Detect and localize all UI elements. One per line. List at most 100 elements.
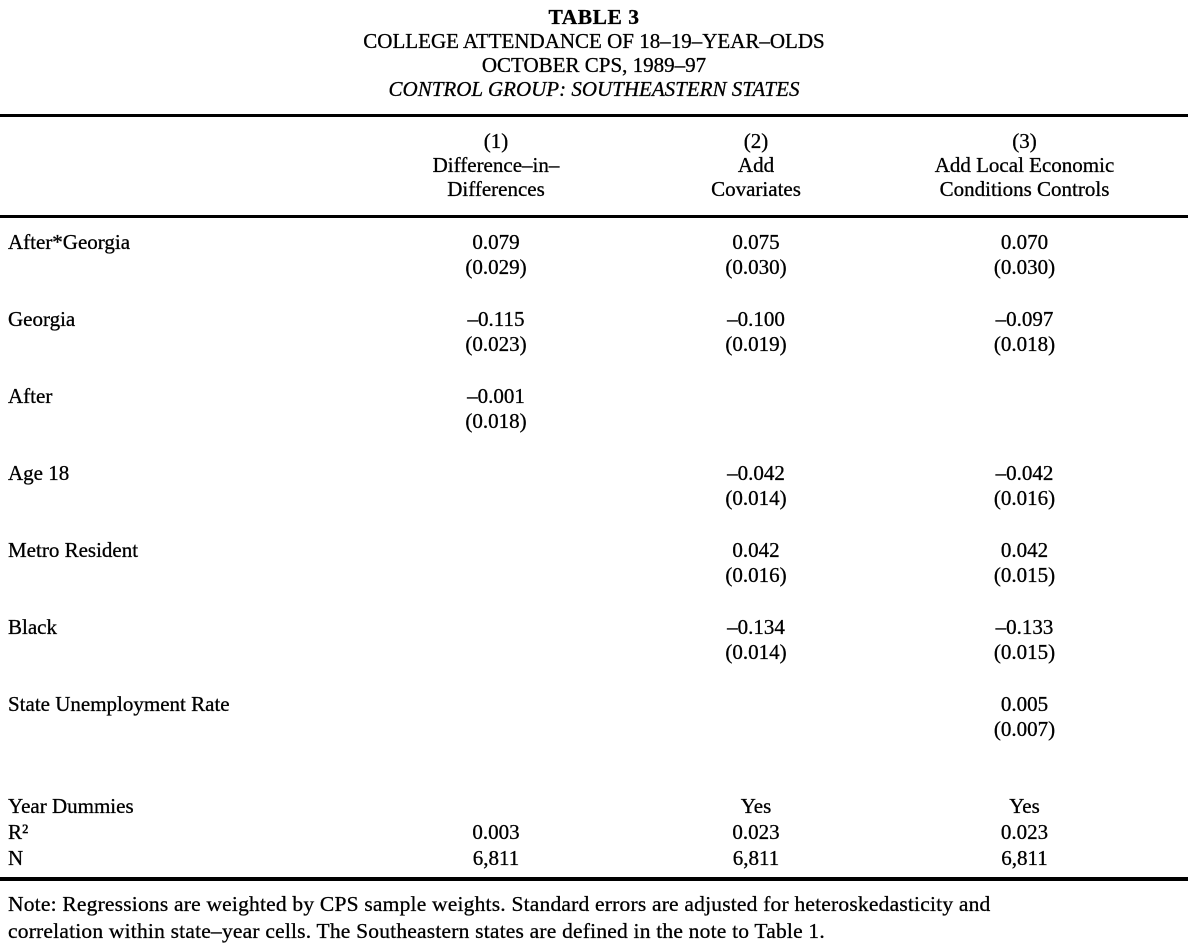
std-error: (0.016) xyxy=(993,486,1056,510)
std-error: (0.019) xyxy=(725,332,787,356)
estimate-cell: –0.042 (0.014) xyxy=(627,461,885,538)
estimate: –0.134 xyxy=(727,615,785,639)
column-title-line: Add xyxy=(737,153,775,177)
table-row-metro-resident: Metro Resident 0.042 (0.016) 0.042 (0.01… xyxy=(0,538,1188,615)
summary-cell: 6,811 xyxy=(365,845,627,881)
std-error: (0.018) xyxy=(465,409,527,433)
estimate-cell xyxy=(365,538,627,615)
estimate: –0.097 xyxy=(995,307,1054,331)
table-row-state-unemployment: State Unemployment Rate 0.005 (0.007) xyxy=(0,692,1188,769)
estimate: 0.075 xyxy=(732,230,780,254)
std-error: (0.007) xyxy=(993,717,1056,741)
std-error: (0.016) xyxy=(725,563,787,587)
table-row-after: After –0.001 (0.018) xyxy=(0,384,1188,461)
table-row-georgia: Georgia –0.115 (0.023) –0.100 (0.019) –0… xyxy=(0,307,1188,384)
estimate: –0.115 xyxy=(467,307,525,331)
std-error: (0.018) xyxy=(993,332,1056,356)
summary-cell: 6,811 xyxy=(627,845,885,881)
table-title: COLLEGE ATTENDANCE OF 18–19–YEAR–OLDS xyxy=(363,29,825,53)
column-title-line: Covariates xyxy=(711,177,801,201)
row-label: Metro Resident xyxy=(8,538,139,562)
column-title-line: Differences xyxy=(447,177,545,201)
std-error: (0.023) xyxy=(465,332,527,356)
estimate-cell xyxy=(885,384,1188,461)
std-error: (0.015) xyxy=(993,563,1056,587)
control-group-line: CONTROL GROUP: SOUTHEASTERN STATES xyxy=(388,77,800,101)
estimate-cell xyxy=(365,692,627,769)
estimate: 0.070 xyxy=(1000,230,1049,254)
summary-cell: Yes xyxy=(740,794,772,818)
row-label: Age 18 xyxy=(8,461,70,485)
column-header-3: (3) Add Local Economic Conditions Contro… xyxy=(885,117,1188,218)
std-error: (0.014) xyxy=(725,640,787,664)
std-error: (0.029) xyxy=(465,255,527,279)
row-label: R² xyxy=(8,820,29,844)
estimate: 0.079 xyxy=(472,230,520,254)
note-line: correlation within state–year cells. The… xyxy=(8,919,825,943)
column-title-line: Add Local Economic xyxy=(934,153,1115,177)
column-header-2: (2) Add Covariates xyxy=(627,117,885,218)
summary-cell: 0.023 xyxy=(1000,820,1049,844)
table-header: (1) Difference–in– Differences (2) Add C… xyxy=(0,117,1188,218)
summary-cell xyxy=(365,769,627,819)
header-row: (1) Difference–in– Differences (2) Add C… xyxy=(0,117,1188,218)
row-label: After xyxy=(8,384,53,408)
coefficient-rows: After*Georgia 0.079 (0.029) 0.075 (0.030… xyxy=(0,217,1188,770)
estimate: –0.042 xyxy=(727,461,785,485)
estimate: 0.042 xyxy=(732,538,780,562)
table-subtitle: OCTOBER CPS, 1989–97 xyxy=(481,53,707,77)
estimate: –0.133 xyxy=(995,615,1054,639)
table-note: Note: Regressions are weighted by CPS sa… xyxy=(0,881,1188,945)
summary-cell: 6,811 xyxy=(885,845,1188,881)
summary-rows: Year Dummies Yes Yes R² 0.003 0.023 0.02… xyxy=(0,769,1188,881)
estimate: –0.100 xyxy=(727,307,785,331)
table-number: TABLE 3 xyxy=(548,5,640,29)
estimate-cell: 0.005 (0.007) xyxy=(885,692,1188,769)
table-row-n: N 6,811 6,811 6,811 xyxy=(0,845,1188,881)
table-row-year-dummies: Year Dummies Yes Yes xyxy=(0,769,1188,819)
estimate-cell: –0.097 (0.018) xyxy=(885,307,1188,384)
top-rule xyxy=(0,114,1188,117)
table-row-after-georgia: After*Georgia 0.079 (0.029) 0.075 (0.030… xyxy=(0,217,1188,308)
summary-cell: Yes xyxy=(1009,794,1040,818)
row-label: Black xyxy=(8,615,57,639)
row-label: Year Dummies xyxy=(8,794,134,818)
estimate-cell: –0.042 (0.016) xyxy=(885,461,1188,538)
column-number: (2) xyxy=(743,129,769,153)
table-row-age-18: Age 18 –0.042 (0.014) –0.042 (0.016) xyxy=(0,461,1188,538)
estimate-cell: 0.075 (0.030) xyxy=(627,217,885,308)
estimate-cell xyxy=(365,615,627,692)
estimate-cell xyxy=(365,461,627,538)
estimate: 0.042 xyxy=(1000,538,1049,562)
row-label: State Unemployment Rate xyxy=(8,692,230,716)
estimate-cell: 0.070 (0.030) xyxy=(885,217,1188,308)
estimate-cell: –0.001 (0.018) xyxy=(365,384,627,461)
column-header-1: (1) Difference–in– Differences xyxy=(365,117,627,218)
estimate-cell: –0.115 (0.023) xyxy=(365,307,627,384)
std-error: (0.030) xyxy=(993,255,1056,279)
estimate-cell xyxy=(627,384,885,461)
estimate-cell: –0.133 (0.015) xyxy=(885,615,1188,692)
row-label: Georgia xyxy=(8,307,76,331)
column-number: (1) xyxy=(483,129,509,153)
header-label-spacer xyxy=(0,117,365,218)
estimate: 0.005 xyxy=(1000,692,1049,716)
std-error: (0.030) xyxy=(725,255,787,279)
std-error: (0.014) xyxy=(725,486,787,510)
estimate: –0.001 xyxy=(467,384,525,408)
column-number: (3) xyxy=(1012,129,1037,153)
std-error: (0.015) xyxy=(993,640,1056,664)
estimate-cell xyxy=(627,692,885,769)
estimate-cell: –0.100 (0.019) xyxy=(627,307,885,384)
note-line: Note: Regressions are weighted by CPS sa… xyxy=(8,892,991,916)
column-title-line: Conditions Controls xyxy=(939,177,1110,201)
estimate: –0.042 xyxy=(995,461,1054,485)
column-title-line: Difference–in– xyxy=(432,153,560,177)
estimate-cell: 0.042 (0.016) xyxy=(627,538,885,615)
estimate-cell: 0.079 (0.029) xyxy=(365,217,627,308)
table-row-r-squared: R² 0.003 0.023 0.023 xyxy=(0,819,1188,845)
row-label: After*Georgia xyxy=(8,230,131,254)
estimate-cell: –0.134 (0.014) xyxy=(627,615,885,692)
table-title-block: TABLE 3 COLLEGE ATTENDANCE OF 18–19–YEAR… xyxy=(0,5,1188,101)
